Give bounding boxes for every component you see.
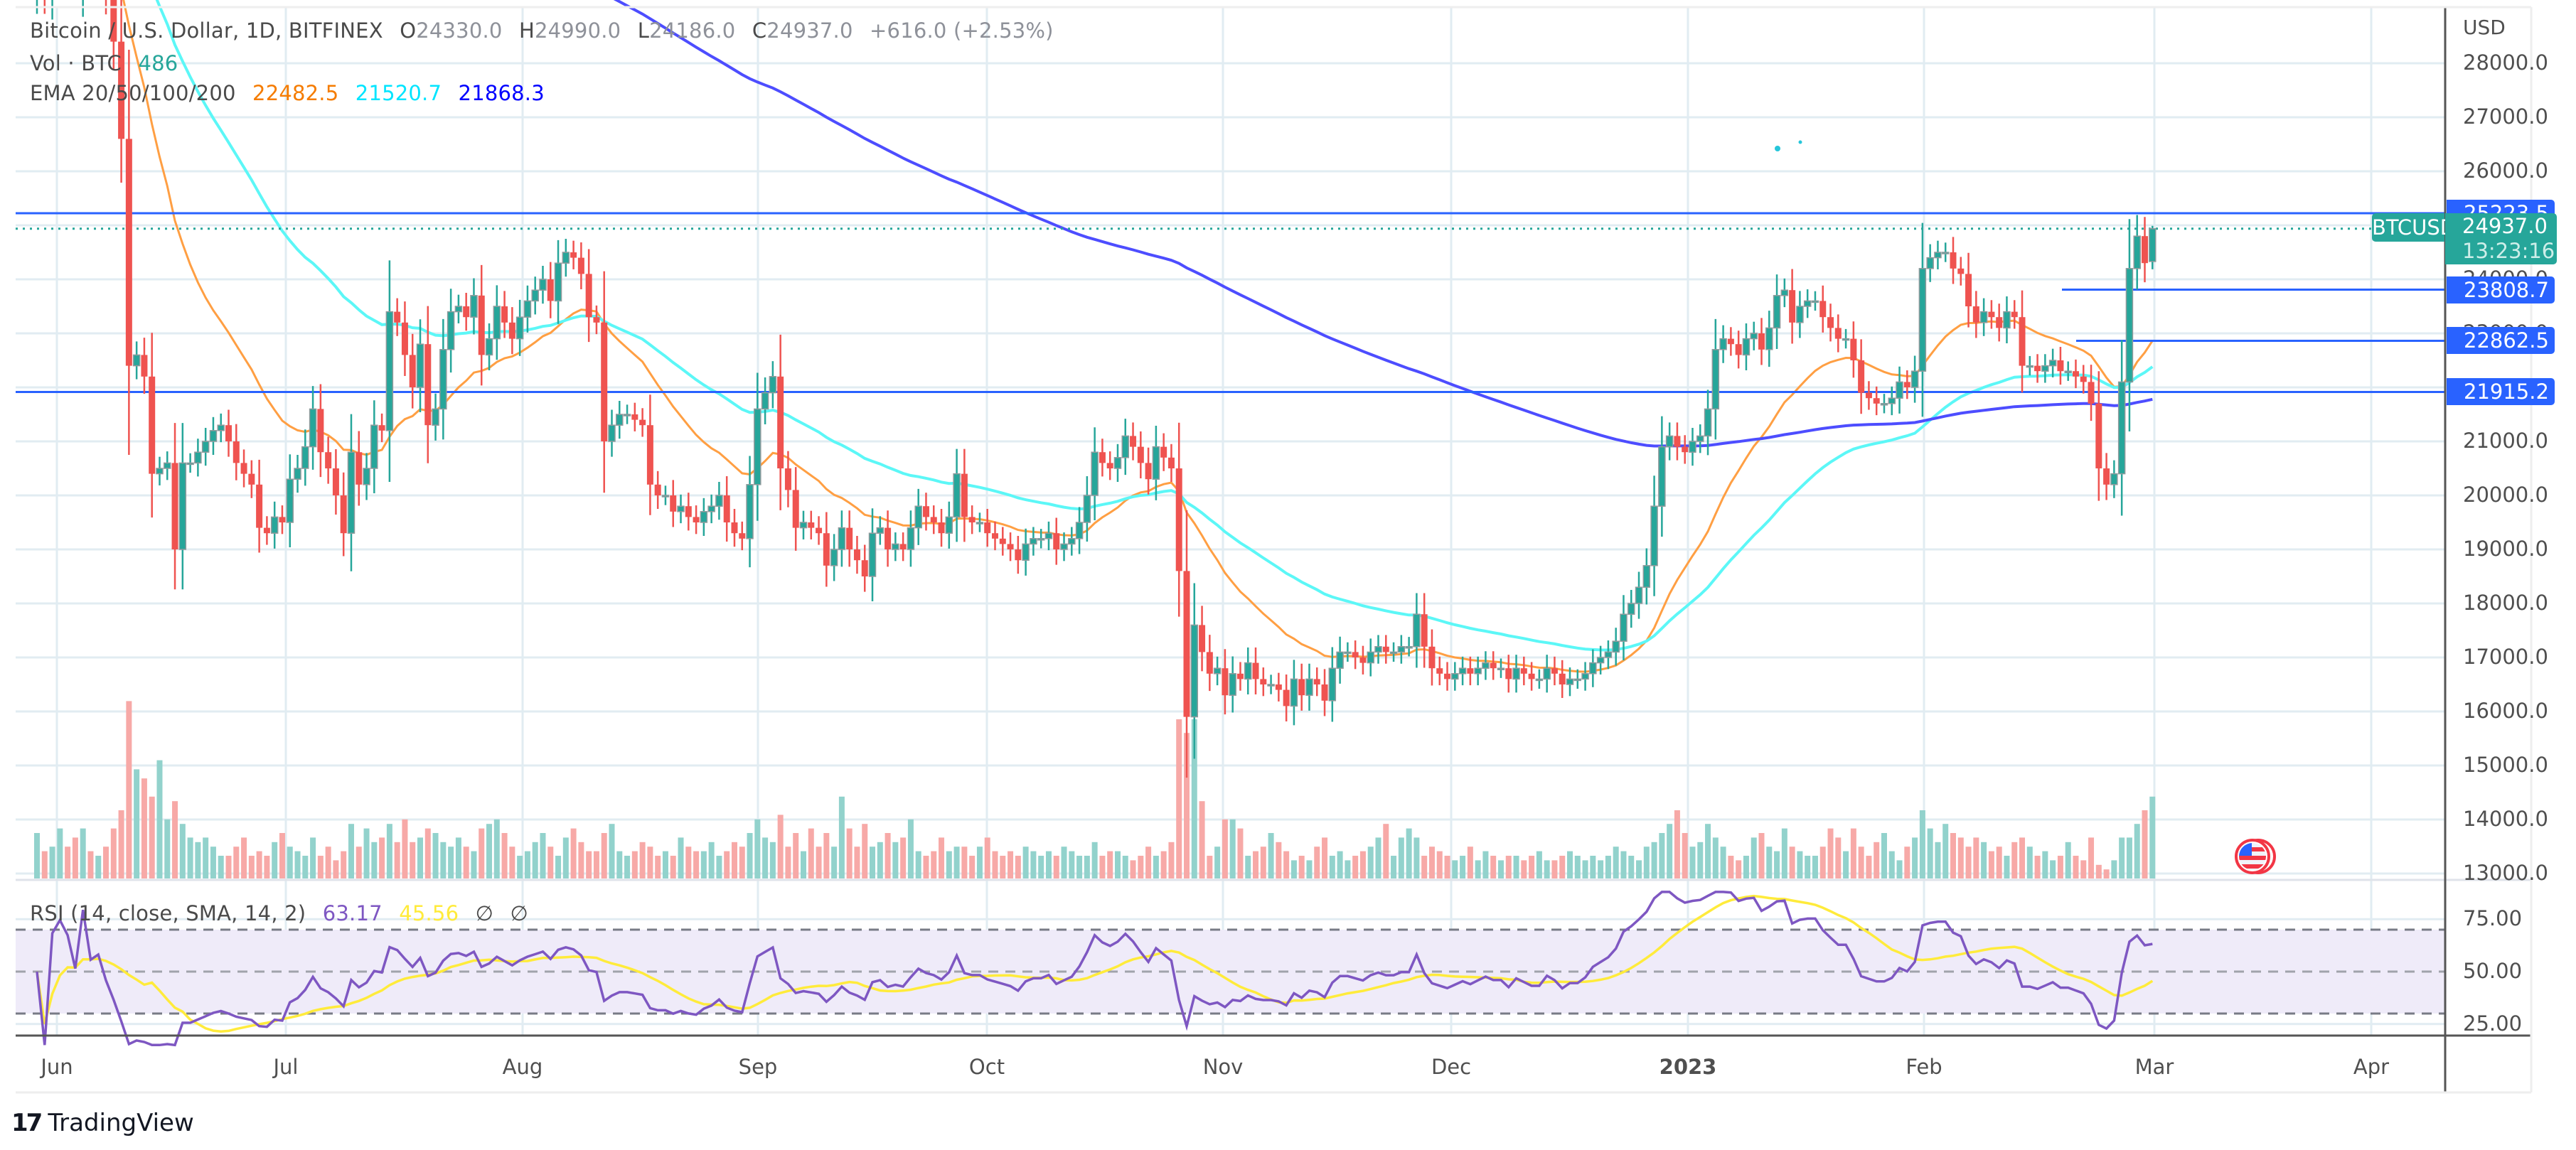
close-value: 24937.0 <box>766 18 853 43</box>
time-label: Apr <box>2353 1055 2390 1079</box>
rsi-tick: 75.00 <box>2463 906 2523 931</box>
volume-value: 486 <box>138 51 178 75</box>
price-tick: 14000.0 <box>2463 807 2548 831</box>
ema50-value: 21520.7 <box>355 81 442 105</box>
volume-bars <box>34 701 2156 878</box>
rsi-value: 63.17 <box>322 901 383 925</box>
rsi-tick: 25.00 <box>2463 1011 2523 1036</box>
price-tick: 27000.0 <box>2463 104 2548 129</box>
rsi-level-lines <box>16 928 2445 1015</box>
us-flag-event-icon[interactable] <box>2235 839 2276 874</box>
high-value: 24990.0 <box>534 18 621 43</box>
ema200-value: 21868.3 <box>458 81 545 105</box>
time-label: Jul <box>273 1055 299 1079</box>
price-tick: 13000.0 <box>2463 861 2548 885</box>
time-label: Sep <box>738 1055 778 1079</box>
hline-price-tag: 21915.2 <box>2447 378 2555 406</box>
high-label: H <box>518 18 535 43</box>
rsi-sma-value: 45.56 <box>399 901 459 925</box>
open-label: O <box>400 18 417 43</box>
grid-lines <box>16 7 2445 1036</box>
time-label: Aug <box>502 1055 543 1079</box>
ema-legend[interactable]: EMA 20/50/100/200 22482.5 21520.7 21868.… <box>30 81 555 105</box>
symbol-legend[interactable]: Bitcoin / U.S. Dollar, 1D, BITFINEX O243… <box>30 18 1064 43</box>
rsi-label[interactable]: RSI (14, close, SMA, 14, 2) <box>30 901 306 925</box>
bar-countdown: 13:23:16 <box>2462 239 2555 263</box>
rsi-extra-1: ∅ <box>475 901 494 925</box>
last-price-value: 24937.0 <box>2462 214 2548 238</box>
price-tick: 20000.0 <box>2463 483 2548 507</box>
last-price-tag: 24937.0 13:23:16 <box>2445 213 2557 264</box>
rsi-extra-2: ∅ <box>510 901 529 925</box>
time-label: Nov <box>1202 1055 1244 1079</box>
price-tick: 17000.0 <box>2463 645 2548 669</box>
symbol-title[interactable]: Bitcoin / U.S. Dollar, 1D, BITFINEX <box>30 18 383 43</box>
price-axis-currency: USD <box>2463 16 2506 39</box>
hline-price-tag: 22862.5 <box>2447 327 2555 355</box>
price-tick: 21000.0 <box>2463 429 2548 453</box>
volume-legend[interactable]: Vol · BTC 486 <box>30 51 188 75</box>
price-tick: 26000.0 <box>2463 158 2548 183</box>
candlesticks[interactable] <box>34 0 2157 778</box>
open-value: 24330.0 <box>416 18 503 43</box>
tradingview-logo-icon: 17 <box>11 1109 43 1137</box>
tradingview-logo[interactable]: 17 TradingView <box>11 1109 194 1137</box>
time-label: Feb <box>1906 1055 1942 1079</box>
price-tick: 19000.0 <box>2463 537 2548 561</box>
event-dot[interactable] <box>1798 140 1802 144</box>
low-label: L <box>637 18 650 43</box>
ema-label[interactable]: EMA 20/50/100/200 <box>30 81 236 105</box>
time-label: Dec <box>1431 1055 1472 1079</box>
symbol-tag-label: BTCUSD <box>2372 215 2457 240</box>
low-value: 24186.0 <box>649 18 736 43</box>
price-tick: 15000.0 <box>2463 753 2548 777</box>
time-label: Mar <box>2134 1055 2174 1079</box>
rsi-tick: 50.00 <box>2463 959 2523 983</box>
horizontal-lines[interactable] <box>16 212 2445 393</box>
tradingview-logo-text: TradingView <box>48 1109 194 1137</box>
price-change: +616.0 (+2.53%) <box>870 18 1054 43</box>
symbol-tag: BTCUSD <box>2372 213 2456 242</box>
time-label: Oct <box>968 1055 1005 1079</box>
price-tick: 18000.0 <box>2463 591 2548 615</box>
time-label: 2023 <box>1659 1055 1717 1079</box>
price-tick: 28000.0 <box>2463 50 2548 75</box>
hline-price-tag: 23808.7 <box>2447 276 2555 303</box>
event-dot[interactable] <box>1775 146 1780 151</box>
rsi-legend[interactable]: RSI (14, close, SMA, 14, 2) 63.17 45.56 … <box>30 901 538 925</box>
rsi-lines <box>36 891 2154 1047</box>
price-tick: 16000.0 <box>2463 699 2548 723</box>
ema20-value: 22482.5 <box>252 81 339 105</box>
time-label: Jun <box>41 1055 73 1079</box>
close-label: C <box>752 18 767 43</box>
volume-label[interactable]: Vol · BTC <box>30 51 122 75</box>
